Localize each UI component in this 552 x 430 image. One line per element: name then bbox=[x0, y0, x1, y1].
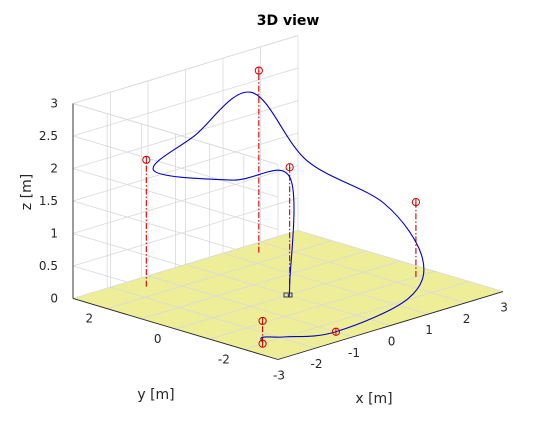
floor-grid-line bbox=[72, 230, 299, 299]
start-marker bbox=[283, 292, 293, 298]
x-axis-line bbox=[277, 291, 504, 360]
tick-labels-layer: 0 0.5 1 1.5 2 2.5 3 -3 -2 -1 0 1 2 3 -2 0 2 bbox=[39, 96, 508, 382]
waypoint-markers-layer bbox=[142, 66, 421, 348]
y-axis-label: y [m] bbox=[137, 387, 174, 403]
x-tick-label: 1 bbox=[425, 323, 433, 337]
floor-grid-line bbox=[141, 250, 367, 320]
ground-plane-layer bbox=[72, 103, 504, 360]
x-tick-label: 2 bbox=[463, 312, 471, 326]
x-tick-label: -1 bbox=[348, 346, 360, 360]
z-tick-label: 0 bbox=[50, 291, 58, 305]
x-tick-label: -3 bbox=[273, 369, 285, 383]
x-tick-label: -2 bbox=[311, 357, 323, 371]
grid-line bbox=[72, 35, 299, 104]
z-axis-label: z [m] bbox=[19, 174, 35, 210]
waypoint-poles-layer bbox=[145, 70, 417, 344]
chart-title: 3D view bbox=[257, 13, 320, 29]
y-tick-label: 2 bbox=[86, 312, 94, 326]
z-tick-label: 2 bbox=[50, 161, 58, 175]
x-tick-label: 3 bbox=[500, 301, 508, 315]
z-tick-label: 3 bbox=[50, 96, 58, 110]
z-tick-label: 1.5 bbox=[39, 194, 58, 208]
grid-layer bbox=[72, 35, 299, 360]
floor-grid-line bbox=[243, 280, 469, 350]
trajectory-line bbox=[152, 91, 425, 343]
z-tick-label: 1 bbox=[50, 226, 58, 240]
z-tick-label: 0.5 bbox=[39, 259, 58, 273]
x-tick-label: 0 bbox=[388, 335, 396, 349]
grid-line bbox=[72, 103, 279, 165]
trajectory-layer bbox=[152, 91, 425, 343]
floor-grid-line bbox=[107, 240, 333, 310]
floor-grid-line bbox=[209, 270, 435, 340]
x-axis-label: x [m] bbox=[355, 391, 392, 407]
z-tick-label: 2.5 bbox=[39, 129, 58, 143]
y-axis-line bbox=[72, 298, 279, 360]
y-tick-label: -2 bbox=[218, 352, 230, 366]
y-tick-label: 0 bbox=[154, 332, 162, 346]
